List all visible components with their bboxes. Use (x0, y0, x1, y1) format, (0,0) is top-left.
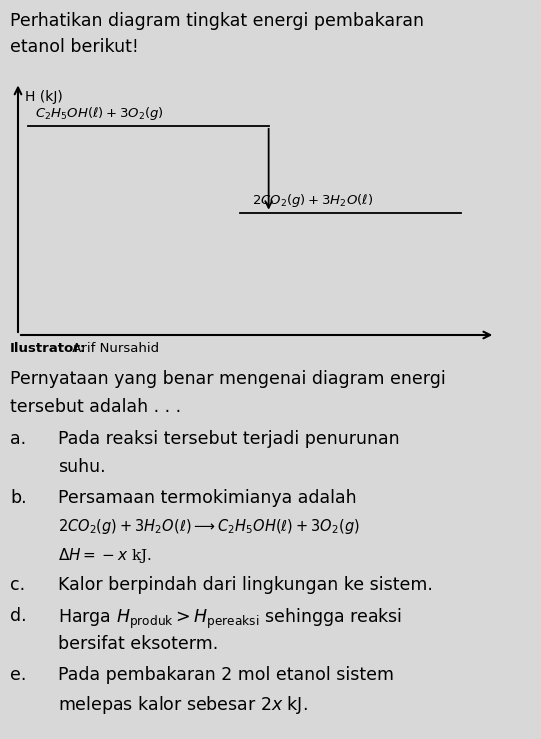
Text: $2CO_2(g) + 3H_2O(\ell)$: $2CO_2(g) + 3H_2O(\ell)$ (252, 192, 373, 209)
Text: d.: d. (10, 607, 27, 625)
Text: Perhatikan diagram tingkat energi pembakaran: Perhatikan diagram tingkat energi pembak… (10, 12, 424, 30)
Text: $2CO_2(g) + 3H_2O(\ell) \longrightarrow C_2H_5OH(\ell) + 3O_2(g)$: $2CO_2(g) + 3H_2O(\ell) \longrightarrow … (58, 517, 360, 537)
Text: H (kJ): H (kJ) (25, 90, 63, 104)
Text: Kalor berpindah dari lingkungan ke sistem.: Kalor berpindah dari lingkungan ke siste… (58, 576, 433, 594)
Text: b.: b. (10, 489, 27, 508)
Text: Pada reaksi tersebut terjadi penurunan: Pada reaksi tersebut terjadi penurunan (58, 430, 400, 449)
Text: tersebut adalah . . .: tersebut adalah . . . (10, 398, 181, 416)
Text: Pada pembakaran 2 mol etanol sistem: Pada pembakaran 2 mol etanol sistem (58, 667, 394, 684)
Text: etanol berikut!: etanol berikut! (10, 38, 138, 56)
Text: Pernyataan yang benar mengenai diagram energi: Pernyataan yang benar mengenai diagram e… (10, 370, 446, 388)
Text: Persamaan termokimianya adalah: Persamaan termokimianya adalah (58, 489, 357, 508)
Text: suhu.: suhu. (58, 458, 105, 477)
Text: Arif Nursahid: Arif Nursahid (68, 342, 159, 355)
Text: melepas kalor sebesar 2$x$ kJ.: melepas kalor sebesar 2$x$ kJ. (58, 695, 308, 716)
Text: $\Delta H = -x$ kJ.: $\Delta H = -x$ kJ. (58, 545, 152, 565)
Text: a.: a. (10, 430, 26, 449)
Text: $C_2H_5OH(\ell) + 3O_2(g)$: $C_2H_5OH(\ell) + 3O_2(g)$ (35, 105, 164, 122)
Text: e.: e. (10, 667, 27, 684)
Text: c.: c. (10, 576, 25, 594)
Text: bersifat eksoterm.: bersifat eksoterm. (58, 636, 218, 653)
Text: Harga $H_{\mathrm{produk}} > H_{\mathrm{pereaksi}}$ sehingga reaksi: Harga $H_{\mathrm{produk}} > H_{\mathrm{… (58, 607, 403, 632)
Text: Ilustrator:: Ilustrator: (10, 342, 86, 355)
